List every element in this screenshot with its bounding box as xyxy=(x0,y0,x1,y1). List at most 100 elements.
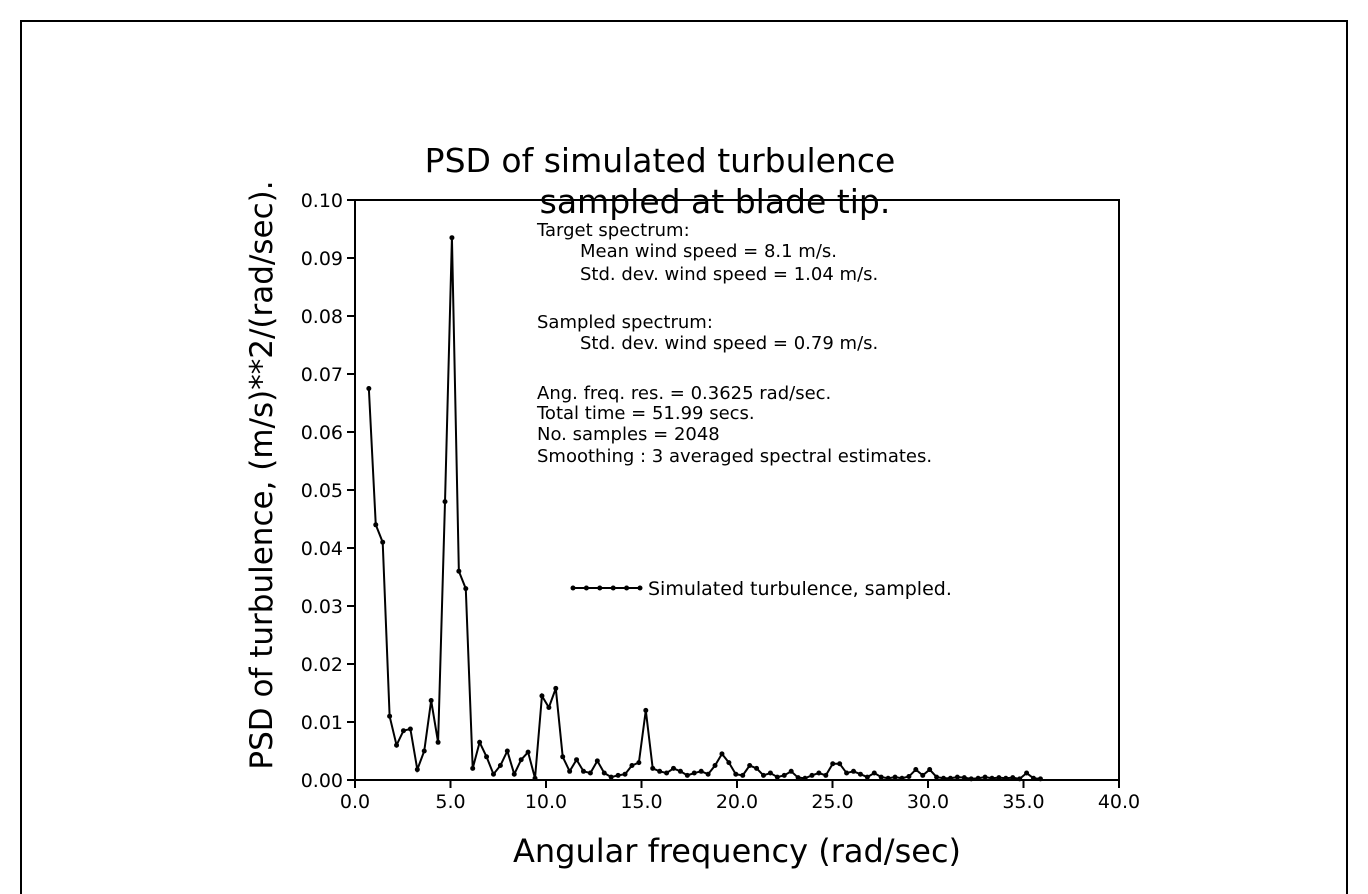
y-tick-label: 0.08 xyxy=(301,306,343,328)
data-point xyxy=(601,770,607,776)
data-point xyxy=(657,768,663,774)
data-point xyxy=(380,539,386,545)
data-point xyxy=(719,751,725,757)
annotation: Target spectrum: xyxy=(536,220,690,241)
annotation: Smoothing : 3 averaged spectral estimate… xyxy=(537,446,932,467)
data-point xyxy=(428,698,434,704)
data-point xyxy=(400,728,406,734)
data-point xyxy=(954,774,960,780)
data-point xyxy=(705,771,711,777)
annotation: Std. dev. wind speed = 1.04 m/s. xyxy=(580,264,878,285)
data-point xyxy=(975,775,981,781)
data-point xyxy=(684,772,690,778)
data-point xyxy=(650,765,656,771)
y-tick-label: 0.01 xyxy=(301,712,343,734)
annotation: Total time = 51.99 secs. xyxy=(536,403,755,424)
data-point xyxy=(470,765,476,771)
data-point xyxy=(477,739,483,745)
data-point xyxy=(851,768,857,774)
data-point xyxy=(740,772,746,778)
data-point xyxy=(816,770,822,776)
annotation: Std. dev. wind speed = 0.79 m/s. xyxy=(580,333,878,354)
data-point xyxy=(1031,775,1037,781)
legend-marker xyxy=(624,585,630,591)
data-point xyxy=(643,707,649,713)
y-tick-label: 0.05 xyxy=(301,480,343,502)
data-point xyxy=(677,768,683,774)
data-point xyxy=(608,774,614,780)
chart-title: PSD of simulated turbulence xyxy=(425,141,896,180)
data-point xyxy=(553,685,559,691)
x-tick-label: 0.0 xyxy=(340,791,370,813)
data-point xyxy=(802,775,808,781)
data-point xyxy=(670,765,676,771)
data-point xyxy=(442,499,448,505)
data-point xyxy=(837,761,843,767)
frame xyxy=(20,20,1348,894)
data-point xyxy=(1003,775,1009,781)
data-point xyxy=(809,772,815,778)
y-axis-label: PSD of turbulence, (m/s)**2/(rad/sec). xyxy=(244,180,280,769)
data-point xyxy=(989,775,995,781)
data-point xyxy=(892,774,898,780)
data-point xyxy=(761,772,767,778)
data-point xyxy=(615,772,621,778)
data-point xyxy=(1037,776,1043,782)
data-point xyxy=(622,771,628,777)
data-point xyxy=(574,757,580,763)
data-point xyxy=(844,770,850,776)
legend-label: Simulated turbulence, sampled. xyxy=(648,578,952,600)
x-tick-label: 40.0 xyxy=(1098,791,1140,813)
y-tick-label: 0.06 xyxy=(301,422,343,444)
data-point xyxy=(490,771,496,777)
data-point xyxy=(878,774,884,780)
data-point xyxy=(373,522,379,528)
legend-marker xyxy=(637,585,643,591)
data-point xyxy=(712,763,718,768)
data-point xyxy=(871,770,877,776)
data-point xyxy=(920,772,926,778)
legend-marker xyxy=(583,585,589,591)
data-point xyxy=(823,772,829,778)
data-point xyxy=(560,754,566,760)
x-tick-label: 20.0 xyxy=(716,791,758,813)
data-point xyxy=(580,768,586,774)
data-point xyxy=(747,763,753,768)
data-point xyxy=(788,768,794,774)
data-point xyxy=(435,739,441,745)
data-point xyxy=(664,770,670,776)
annotation: Mean wind speed = 8.1 m/s. xyxy=(580,241,837,262)
data-point xyxy=(414,767,420,773)
data-point xyxy=(539,693,545,699)
data-point xyxy=(449,235,455,241)
data-point xyxy=(511,771,517,777)
data-point xyxy=(518,757,524,763)
data-point xyxy=(1024,770,1030,776)
data-point xyxy=(456,568,462,574)
data-point xyxy=(934,774,940,780)
data-point xyxy=(906,774,912,780)
data-point xyxy=(774,774,780,780)
data-point xyxy=(629,763,635,768)
y-tick-label: 0.04 xyxy=(301,538,343,560)
data-point xyxy=(754,765,760,771)
chart-title: sampled at blade tip. xyxy=(540,182,891,221)
data-point xyxy=(484,754,490,760)
data-point xyxy=(982,774,988,780)
data-point xyxy=(691,770,697,776)
data-point xyxy=(941,775,947,781)
x-axis-label: Angular frequency (rad/sec) xyxy=(513,832,961,870)
data-point xyxy=(525,749,531,755)
data-point xyxy=(366,386,372,391)
data-point xyxy=(961,775,967,781)
data-point xyxy=(733,771,739,777)
data-point xyxy=(1010,775,1016,781)
data-point xyxy=(504,748,510,754)
data-point xyxy=(421,748,427,754)
annotation: No. samples = 2048 xyxy=(537,424,720,445)
data-point xyxy=(497,763,503,768)
data-point xyxy=(927,767,933,773)
legend-marker xyxy=(597,585,603,591)
